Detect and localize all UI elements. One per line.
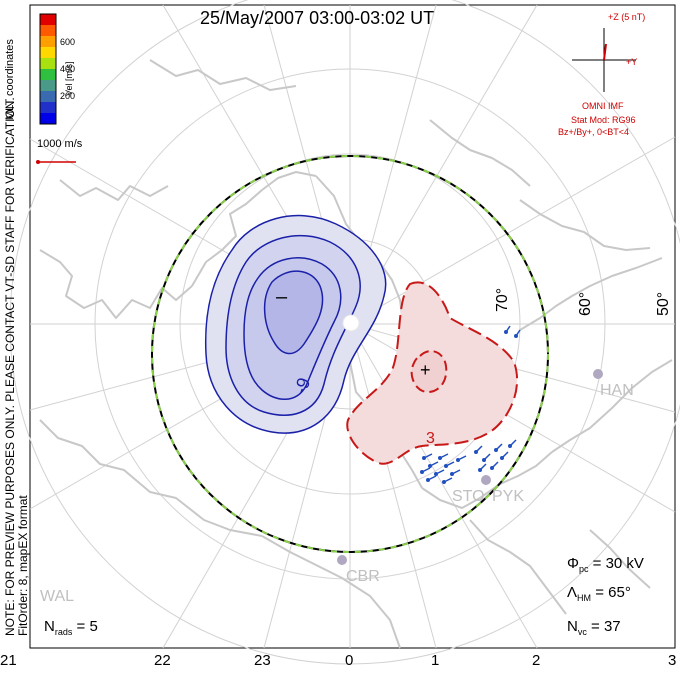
mlt-line-1 — [349, 323, 437, 649]
imf-source: OMNI IMF — [582, 101, 624, 111]
coast-europe — [589, 529, 651, 589]
coast-labrador — [261, 535, 401, 649]
coast-baltic — [469, 519, 567, 615]
imf-z-label: +Z (5 nT) — [608, 12, 646, 22]
colorbar-tick-600: 600 — [60, 37, 76, 47]
coast-arctic-islands — [191, 171, 317, 287]
stat-phi-pc: Φpc = 30 kV — [567, 555, 644, 574]
coast-siberia — [519, 257, 663, 331]
lat-label-70: 70° — [494, 287, 511, 312]
coast-russia — [551, 359, 673, 453]
stat-nvc: Nvc = 37 — [567, 618, 621, 637]
fit-order-note: FitOrder: 8, mapEX format — [16, 495, 30, 636]
stat-nrads: Nrads = 5 — [44, 618, 98, 637]
negative-potential-cell — [204, 214, 387, 434]
station-marker-pyk — [481, 475, 491, 485]
potential-min-marker: – — [276, 286, 288, 308]
station-pyk: PYK — [492, 488, 525, 505]
imf-condition: Bz+/By+, 0<BT<4 — [558, 127, 630, 137]
station-marker-han — [593, 369, 603, 379]
coast-alaska — [59, 179, 169, 201]
colorbar-tick-400: 400 — [60, 64, 76, 74]
lat-label-60: 60° — [577, 291, 594, 316]
colorbar-segment — [40, 80, 56, 92]
colorbar-segment — [40, 36, 56, 48]
map-title: 25/May/2007 03:00-03:02 UT — [200, 8, 435, 28]
colorbar-frame — [39, 13, 57, 125]
velocity-scale-dot — [36, 160, 40, 164]
mlt-label-21: 21 — [0, 652, 17, 669]
grid-circle-50 — [9, 0, 680, 665]
contour-neg-core — [263, 270, 324, 355]
colorbar-segment — [40, 25, 56, 37]
contour-pos-inner — [410, 350, 448, 394]
imf-stat-mod: Stat Mod: RG96 — [571, 115, 636, 125]
vector-dots — [420, 330, 518, 484]
contour-label-positive: 3 — [426, 430, 435, 447]
colorbar-segment — [40, 113, 56, 125]
mlt-label-1: 1 — [431, 652, 440, 669]
station-marker-cbr — [337, 555, 347, 565]
coast-chukotka — [429, 119, 531, 187]
coordinates-label: MLT coordinates — [4, 39, 16, 120]
heppner-maynard-dash — [151, 155, 549, 553]
plot-frame — [29, 4, 676, 649]
colorbar-segment — [40, 47, 56, 59]
coast-hudson — [39, 419, 263, 537]
station-markers — [337, 369, 603, 565]
coast-canada-north — [39, 249, 193, 319]
mlt-label-2: 2 — [532, 652, 541, 669]
coast-east-siberia — [519, 199, 651, 251]
lat-label-50: 50° — [655, 291, 672, 316]
mlt-label-23: 23 — [254, 652, 271, 669]
positive-potential-cell — [346, 281, 519, 465]
coast-scandinavia — [421, 451, 553, 509]
colorbar-segment — [40, 14, 56, 26]
velocity-colorbar — [40, 14, 56, 125]
colorbar-tick-200: 200 — [60, 91, 76, 101]
imf-vector — [603, 43, 607, 61]
colorbar-segment — [40, 91, 56, 103]
imf-y-label: +Y — [626, 57, 638, 67]
colorbar-segment — [40, 58, 56, 70]
pole-marker — [342, 314, 360, 332]
station-sto: STO — [452, 488, 485, 505]
mlt-line-8 — [349, 136, 676, 325]
colorbar-segment — [40, 102, 56, 114]
mlt-label-0: 0 — [345, 652, 354, 669]
station-han: HAN — [600, 382, 634, 399]
station-wal: WAL — [40, 588, 75, 605]
stat-lambda-hm: ΛHM = 65° — [567, 584, 631, 603]
potential-max-marker: + — [420, 360, 431, 380]
velocity-scale-label: 1000 m/s — [37, 138, 83, 150]
mlt-line-2 — [349, 323, 538, 649]
mlt-label-3: 3 — [668, 652, 677, 669]
station-cbr: CBR — [346, 568, 380, 585]
coast-yukon — [149, 59, 297, 91]
mlt-label-22: 22 — [154, 652, 171, 669]
colorbar-segment — [40, 69, 56, 81]
